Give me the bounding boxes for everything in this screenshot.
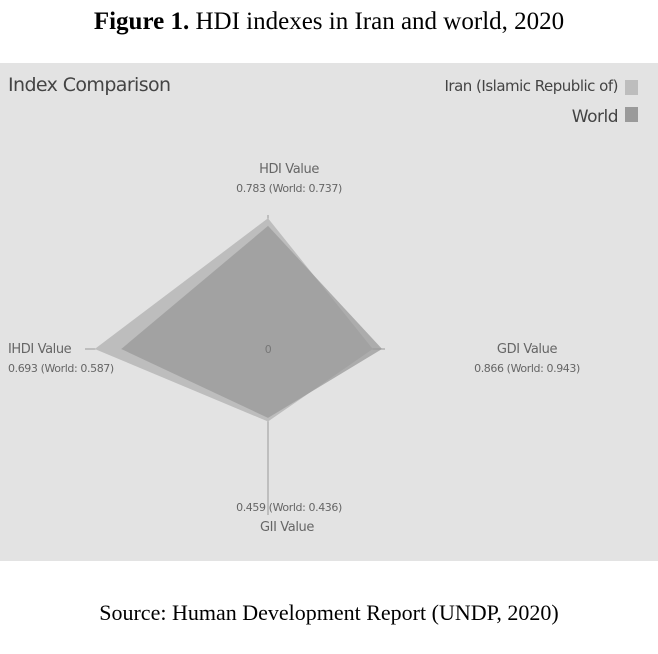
figure-title: Figure 1. HDI indexes in Iran and world,… [0, 8, 658, 36]
series-polygon-world [121, 225, 383, 418]
legend-swatch-iran [625, 80, 638, 95]
axis-label-gdi: GDI Value [497, 342, 558, 357]
value-label-gdi: 0.866 (World: 0.943) [474, 362, 580, 375]
axis-label-hdi: HDI Value [259, 162, 319, 177]
center-label: 0 [265, 343, 272, 356]
figure-source: Source: Human Development Report (UNDP, … [99, 600, 559, 625]
axis-label-ihdi: IHDI Value [8, 342, 72, 357]
value-label-ihdi: 0.693 (World: 0.587) [8, 362, 114, 375]
value-label-gii: 0.459 (World: 0.436) [236, 501, 342, 514]
legend-swatch-world [625, 107, 638, 122]
legend-iran: Iran (Islamic Republic of) [444, 77, 619, 95]
axis-label-gii: GII Value [260, 520, 314, 535]
chart-title: Index Comparison [8, 74, 171, 96]
legend-world: World [571, 107, 619, 127]
figure-caption: HDI indexes in Iran and world, 2020 [189, 8, 565, 35]
figure-number: Figure 1. [93, 8, 190, 35]
value-label-hdi: 0.783 (World: 0.737) [236, 182, 342, 195]
